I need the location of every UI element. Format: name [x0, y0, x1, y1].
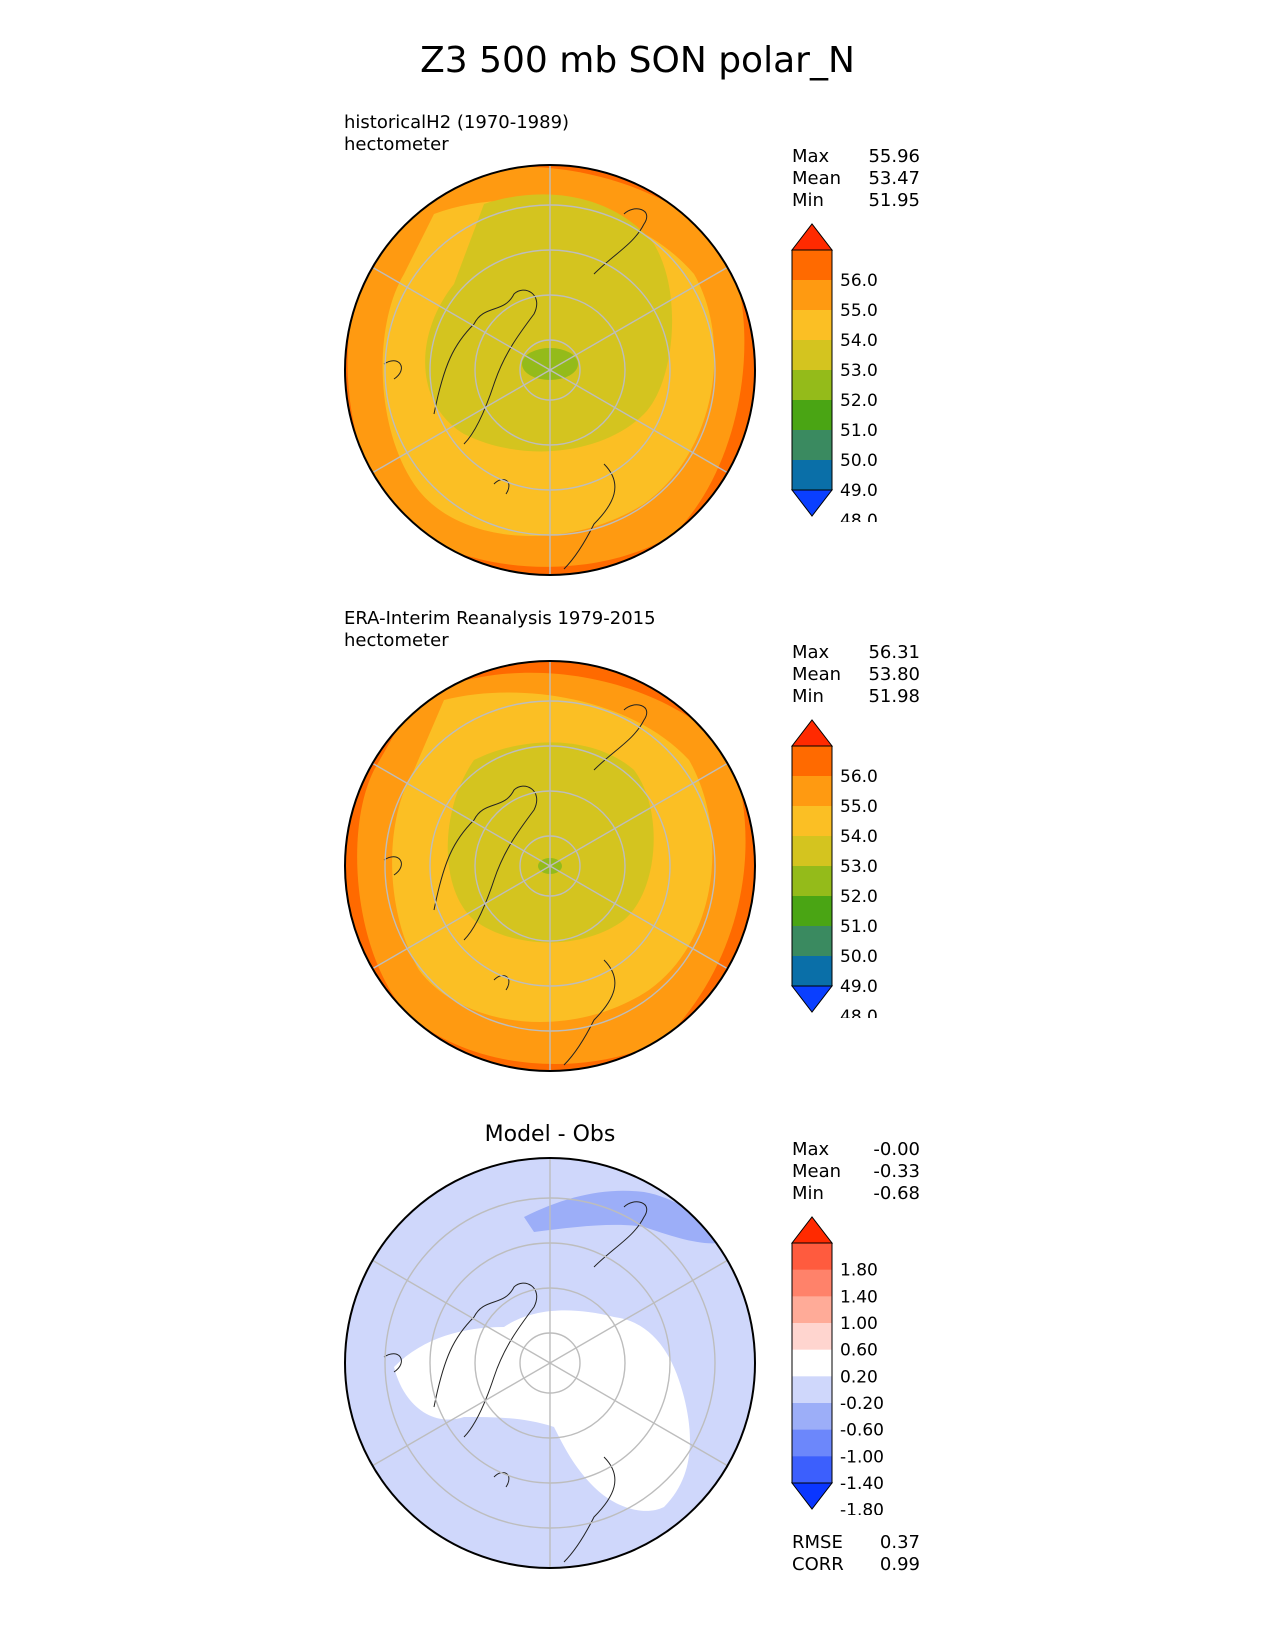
stat-min: Min -0.68: [792, 1183, 920, 1204]
graticule: [371, 165, 729, 575]
colorbar-segment: [792, 1349, 832, 1377]
colorbar-tick-label: 54.0: [840, 827, 878, 847]
colorbar-tick-label: 50.0: [840, 451, 878, 471]
colorbar-tick-label: 55.0: [840, 797, 878, 817]
colorbar-tick-label: 0.20: [840, 1367, 878, 1387]
metric-corr: CORR 0.99: [792, 1554, 920, 1575]
colorbar-extend-bottom: [790, 1482, 834, 1510]
stat-min: Min 51.98: [792, 686, 920, 707]
stat-max: Max 56.31: [792, 642, 920, 663]
coastlines: [383, 208, 647, 570]
map-diff: [344, 1157, 756, 1569]
panel-reference-stats: Max 56.31 Mean 53.80 Min 51.98: [792, 642, 920, 708]
colorbar-tick-label: 52.0: [840, 887, 878, 907]
graticule: [371, 1158, 729, 1568]
colorbar-segment: [792, 926, 832, 957]
colorbar-tick-label: 53.0: [840, 857, 878, 877]
panel-diff-metrics: RMSE 0.37 CORR 0.99: [792, 1532, 920, 1576]
colorbar-tick-label: 49.0: [840, 481, 878, 501]
colorbar-tick-label: 48.0: [840, 511, 878, 522]
graticule: [371, 661, 729, 1071]
panel-test-case-label: historicalH2 (1970-1989): [344, 112, 570, 133]
colorbar-frame: [791, 249, 833, 491]
map-test: [344, 164, 756, 576]
figure-title: Z3 500 mb SON polar_N: [420, 40, 855, 81]
stat-max: Max -0.00: [792, 1139, 920, 1160]
colorbar-segment: [792, 746, 832, 777]
colorbar-extend-top: [790, 1216, 834, 1244]
colorbar-segment: [792, 1456, 832, 1484]
colorbar-segment: [792, 460, 832, 491]
stat-mean: Mean 53.80: [792, 664, 920, 685]
colorbar-segment: [792, 1376, 832, 1404]
colorbar-test: 56.0 55.0 54.0 53.0 52.0 51.0 50.0 49.0 48.0: [790, 223, 878, 522]
colorbar-frame: [791, 1242, 833, 1484]
colorbar-segment: [792, 776, 832, 807]
colorbar-frame: [791, 745, 833, 987]
colorbar-tick-label: 0.60: [840, 1341, 878, 1361]
colorbar-segment: [792, 1243, 832, 1271]
colorbar-segment: [792, 340, 832, 371]
colorbar-extend-top: [790, 223, 834, 251]
stat-min: Min 51.95: [792, 190, 920, 211]
stat-mean: Mean 53.47: [792, 168, 920, 189]
panel-test-stats: Max 55.96 Mean 53.47 Min 51.95: [792, 146, 920, 212]
panel-test-units: hectometer: [344, 134, 449, 155]
panel-diff-stats: Max -0.00 Mean -0.33 Min -0.68: [792, 1139, 920, 1205]
colorbar-extend-top: [790, 719, 834, 747]
coastlines: [383, 704, 647, 1066]
colorbar-tick-label: -1.80: [840, 1501, 884, 1515]
colorbar-segment: [792, 956, 832, 987]
colorbar-segment: [792, 370, 832, 401]
panel-diff-title: Model - Obs: [484, 1122, 616, 1147]
colorbar-segment: [792, 806, 832, 837]
colorbar-tick-label: -1.40: [840, 1474, 884, 1494]
colorbar-segment: [792, 280, 832, 311]
panel-test-title: historicalH2 (1970-1989) hectometer: [344, 112, 569, 156]
colorbar-tick-label: 48.0: [840, 1007, 878, 1018]
colorbar-tick-label: 56.0: [840, 271, 878, 291]
colorbar-tick-label: 51.0: [840, 421, 878, 441]
colorbar-segment: [792, 430, 832, 461]
stat-max: Max 55.96: [792, 146, 920, 167]
colorbar-segment: [792, 1429, 832, 1457]
panel-reference-title: ERA-Interim Reanalysis 1979-2015 hectome…: [344, 608, 656, 652]
metric-rmse: RMSE 0.37: [792, 1532, 920, 1553]
stat-mean: Mean -0.33: [792, 1161, 920, 1182]
map-reference: [344, 660, 756, 1072]
colorbar-tick-label: 50.0: [840, 947, 878, 967]
colorbar-segment: [792, 1269, 832, 1297]
colorbar-segment: [792, 1296, 832, 1324]
colorbar-diff: 1.80 1.40 1.00 0.60 0.20 -0.20 -0.60 -1.00 -1.40…: [790, 1216, 884, 1515]
colorbar-segment: [792, 866, 832, 897]
panel-reference-units: hectometer: [344, 630, 449, 651]
colorbar-tick-label: -1.00: [840, 1447, 884, 1467]
colorbar-segment: [792, 1323, 832, 1351]
colorbar-segment: [792, 896, 832, 927]
colorbar-extend-bottom: [790, 985, 834, 1013]
colorbar-tick-label: 55.0: [840, 301, 878, 321]
colorbar-extend-bottom: [790, 489, 834, 517]
colorbar-segment: [792, 310, 832, 341]
colorbar-tick-label: 1.00: [840, 1314, 878, 1334]
colorbar-tick-label: -0.20: [840, 1394, 884, 1414]
colorbar-tick-label: 54.0: [840, 331, 878, 351]
colorbar-tick-label: 51.0: [840, 917, 878, 937]
colorbar-tick-label: -0.60: [840, 1421, 884, 1441]
colorbar-tick-label: 49.0: [840, 977, 878, 997]
colorbar-segment: [792, 836, 832, 867]
colorbar-segment: [792, 400, 832, 431]
colorbar-tick-label: 1.40: [840, 1287, 878, 1307]
colorbar-segment: [792, 1403, 832, 1431]
colorbar-tick-label: 56.0: [840, 767, 878, 787]
colorbar-tick-label: 53.0: [840, 361, 878, 381]
colorbar-tick-label: 1.80: [840, 1261, 878, 1281]
colorbar-segment: [792, 250, 832, 281]
colorbar-reference: 56.0 55.0 54.0 53.0 52.0 51.0 50.0 49.0 48.0: [790, 719, 878, 1018]
coastlines: [383, 1201, 647, 1563]
panel-reference-case-label: ERA-Interim Reanalysis 1979-2015: [344, 608, 656, 629]
colorbar-tick-label: 52.0: [840, 391, 878, 411]
